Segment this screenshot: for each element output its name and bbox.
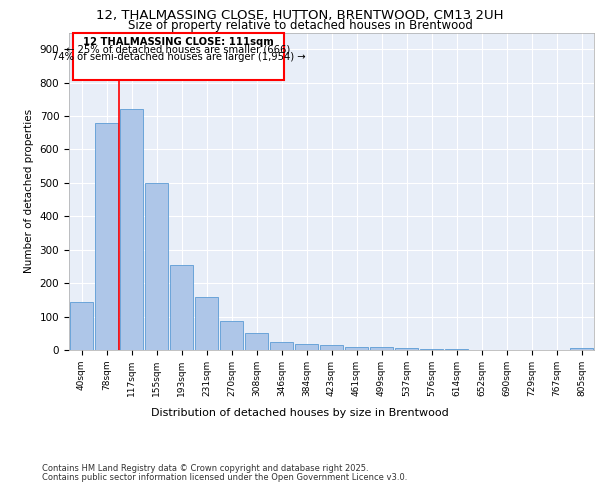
Text: Contains HM Land Registry data © Crown copyright and database right 2025.: Contains HM Land Registry data © Crown c… xyxy=(42,464,368,473)
Bar xyxy=(344,346,368,350)
Text: ← 25% of detached houses are smaller (666): ← 25% of detached houses are smaller (66… xyxy=(66,44,290,54)
Text: 74% of semi-detached houses are larger (1,954) →: 74% of semi-detached houses are larger (… xyxy=(52,52,305,62)
Bar xyxy=(194,297,218,350)
Text: Contains public sector information licensed under the Open Government Licence v3: Contains public sector information licen… xyxy=(42,473,407,482)
Bar xyxy=(370,346,394,350)
Bar xyxy=(170,265,193,350)
Bar xyxy=(569,348,593,350)
Y-axis label: Number of detached properties: Number of detached properties xyxy=(24,109,34,274)
FancyBboxPatch shape xyxy=(73,33,284,80)
Bar xyxy=(295,344,319,350)
Text: Distribution of detached houses by size in Brentwood: Distribution of detached houses by size … xyxy=(151,408,449,418)
Text: Size of property relative to detached houses in Brentwood: Size of property relative to detached ho… xyxy=(128,19,472,32)
Bar xyxy=(269,342,293,350)
Bar xyxy=(320,346,343,350)
Bar xyxy=(95,122,118,350)
Bar xyxy=(220,320,244,350)
Bar xyxy=(245,332,268,350)
Bar xyxy=(70,302,94,350)
Bar xyxy=(119,110,143,350)
Text: 12, THALMASSING CLOSE, HUTTON, BRENTWOOD, CM13 2UH: 12, THALMASSING CLOSE, HUTTON, BRENTWOOD… xyxy=(96,9,504,22)
Bar xyxy=(395,348,418,350)
Text: 12 THALMASSING CLOSE: 111sqm: 12 THALMASSING CLOSE: 111sqm xyxy=(83,37,274,47)
Bar xyxy=(419,349,443,350)
Bar xyxy=(145,183,169,350)
